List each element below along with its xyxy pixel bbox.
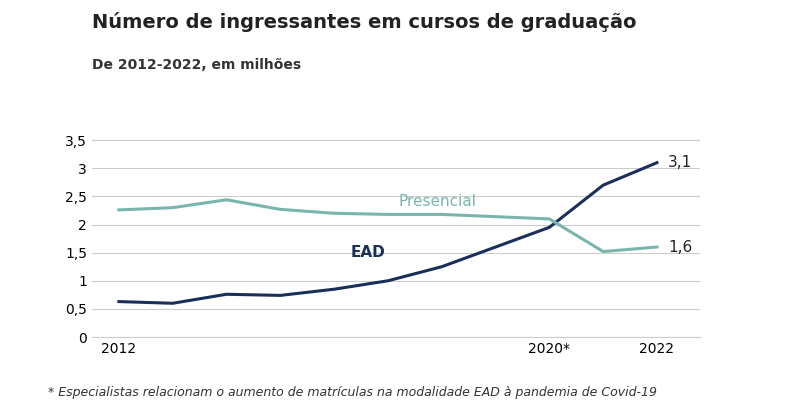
Text: 1,6: 1,6 — [668, 240, 692, 254]
Text: * Especialistas relacionam o aumento de matrículas na modalidade EAD à pandemia : * Especialistas relacionam o aumento de … — [48, 386, 657, 399]
Text: EAD: EAD — [350, 245, 385, 260]
Text: Número de ingressantes em cursos de graduação: Número de ingressantes em cursos de grad… — [92, 12, 637, 32]
Text: De 2012-2022, em milhões: De 2012-2022, em milhões — [92, 58, 301, 72]
Text: Presencial: Presencial — [398, 194, 477, 209]
Text: 3,1: 3,1 — [668, 155, 692, 170]
